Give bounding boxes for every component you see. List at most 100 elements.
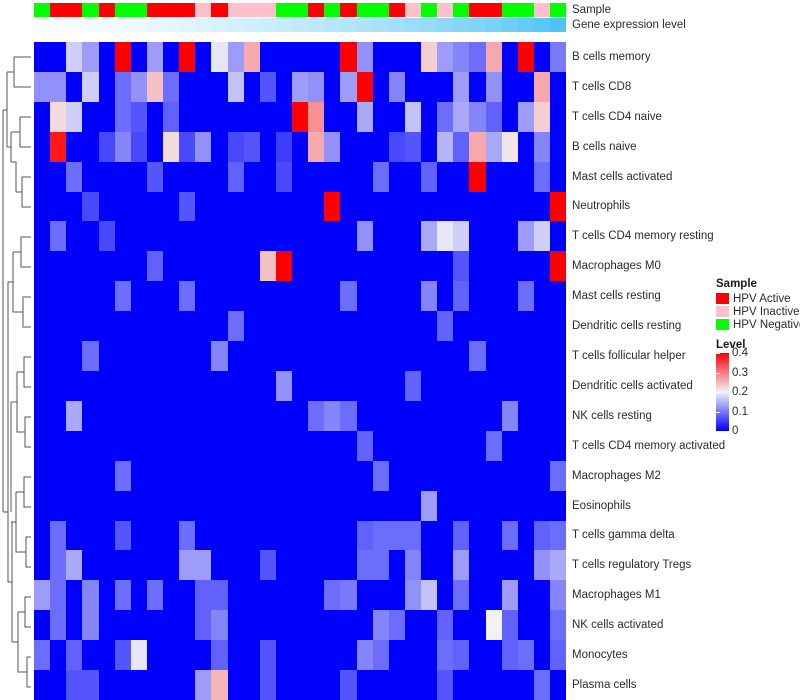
heatmap-cell <box>98 490 115 521</box>
heatmap-row <box>34 370 567 401</box>
heatmap-cell <box>324 520 341 551</box>
heatmap-cell <box>227 191 244 222</box>
heatmap-cell <box>308 490 325 521</box>
gene-expression-annotation-cell <box>259 18 276 32</box>
heatmap-cell <box>485 341 502 371</box>
level-colorbar-tick-mark <box>716 372 720 374</box>
heatmap-cell <box>404 71 421 102</box>
heatmap-cell <box>114 490 131 521</box>
heatmap-cell <box>66 580 83 611</box>
heatmap-cell <box>275 370 292 401</box>
heatmap-cell <box>243 311 260 342</box>
heatmap-cell <box>356 640 373 671</box>
heatmap-cell <box>98 251 115 282</box>
heatmap-cell <box>469 490 486 521</box>
sample-annotation-cell <box>259 3 276 17</box>
heatmap-cell <box>50 400 67 431</box>
heatmap-cell <box>259 490 276 521</box>
heatmap-cell <box>533 42 550 72</box>
heatmap-cell <box>50 71 67 102</box>
heatmap-cell <box>372 400 389 431</box>
heatmap-cell <box>501 221 518 252</box>
heatmap-cell <box>404 221 421 252</box>
heatmap-cell <box>98 400 115 431</box>
heatmap-cell <box>372 610 389 641</box>
heatmap-cell <box>195 161 212 192</box>
heatmap-cell <box>437 430 454 461</box>
heatmap-cell <box>453 610 470 641</box>
heatmap-cell <box>308 311 325 342</box>
heatmap-cell <box>421 460 438 491</box>
heatmap-cell <box>292 550 309 581</box>
heatmap-cell <box>533 460 550 491</box>
heatmap-cell <box>211 550 228 581</box>
heatmap-cell <box>146 341 163 371</box>
heatmap-cell <box>292 101 309 132</box>
heatmap-cell <box>340 610 357 641</box>
heatmap-cell <box>469 101 486 132</box>
heatmap-cell <box>550 640 567 671</box>
heatmap-cell <box>292 42 309 72</box>
heatmap-cell <box>66 191 83 222</box>
heatmap-cell <box>34 370 51 401</box>
heatmap-cell <box>243 71 260 102</box>
heatmap-cell <box>211 370 228 401</box>
gene-expression-annotation-cell <box>356 18 373 32</box>
heatmap-cell <box>533 341 550 371</box>
heatmap-cell <box>211 131 228 162</box>
heatmap-cell <box>372 550 389 581</box>
heatmap-cell <box>324 341 341 371</box>
heatmap-cell <box>34 520 51 551</box>
heatmap-cell <box>453 490 470 521</box>
heatmap-cell <box>324 370 341 401</box>
heatmap-cell <box>163 341 180 371</box>
sample-annotation-cell <box>340 3 357 17</box>
heatmap-cell <box>292 131 309 162</box>
heatmap-cell <box>453 520 470 551</box>
heatmap-cell <box>114 430 131 461</box>
heatmap-cell <box>98 101 115 132</box>
heatmap-cell <box>372 251 389 282</box>
level-colorbar-tick-label: 0 <box>732 425 739 437</box>
heatmap-cell <box>275 221 292 252</box>
heatmap-cell <box>179 490 196 521</box>
heatmap-cell <box>34 430 51 461</box>
heatmap-cell <box>404 251 421 282</box>
heatmap-cell <box>146 490 163 521</box>
heatmap-cell <box>324 430 341 461</box>
gene-expression-annotation-cell <box>146 18 163 32</box>
sample-annotation-cell <box>308 3 325 17</box>
heatmap-cell <box>275 101 292 132</box>
heatmap-cell <box>98 460 115 491</box>
sample-legend-swatch <box>716 293 729 304</box>
heatmap-cell <box>275 550 292 581</box>
heatmap-cell <box>179 341 196 371</box>
heatmap-cell <box>50 520 67 551</box>
heatmap-cell <box>292 311 309 342</box>
heatmap-cell <box>550 191 567 222</box>
heatmap-cell <box>437 520 454 551</box>
heatmap-cell <box>227 670 244 700</box>
heatmap-cell <box>485 42 502 72</box>
heatmap-cell <box>388 191 405 222</box>
heatmap-cell <box>356 161 373 192</box>
heatmap-cell <box>356 101 373 132</box>
heatmap-row <box>34 640 567 671</box>
heatmap-cell <box>50 251 67 282</box>
heatmap-cell <box>501 580 518 611</box>
heatmap-cell <box>404 42 421 72</box>
heatmap-cell <box>550 400 567 431</box>
heatmap-cell <box>130 520 147 551</box>
heatmap-cell <box>533 490 550 521</box>
heatmap-cell <box>340 161 357 192</box>
heatmap-cell <box>227 520 244 551</box>
heatmap-cell <box>501 610 518 641</box>
heatmap-cell <box>98 131 115 162</box>
heatmap-cell <box>243 221 260 252</box>
heatmap-cell <box>243 430 260 461</box>
heatmap-cell <box>356 131 373 162</box>
heatmap-cell <box>179 670 196 700</box>
heatmap-cell <box>308 131 325 162</box>
heatmap-cell <box>146 281 163 312</box>
heatmap-cell <box>275 42 292 72</box>
